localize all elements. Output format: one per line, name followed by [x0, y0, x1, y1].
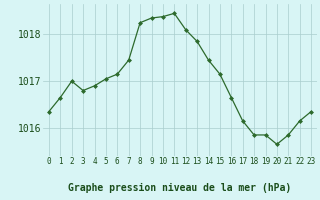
X-axis label: Graphe pression niveau de la mer (hPa): Graphe pression niveau de la mer (hPa) — [68, 183, 292, 193]
